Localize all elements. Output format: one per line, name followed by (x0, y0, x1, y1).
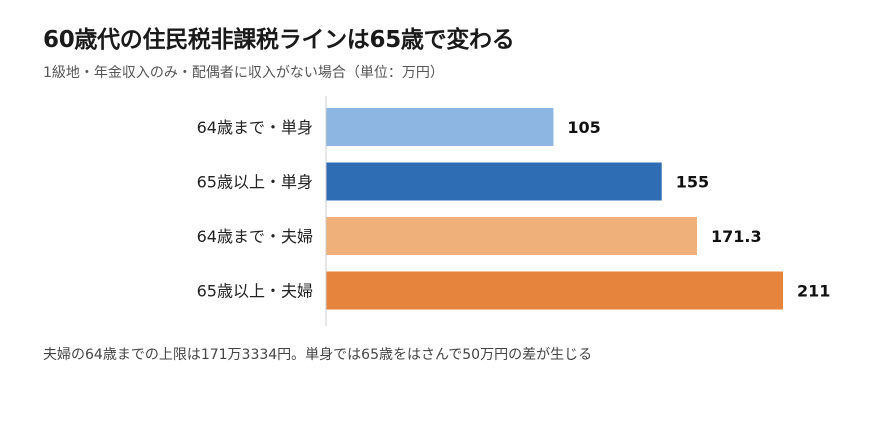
bar-2 (326, 162, 662, 201)
category-label-2: 65歳以上・単身 (197, 173, 313, 192)
value-label-3: 171.3 (711, 227, 762, 246)
chart-title: 60歳代の住民税非課税ラインは65歳で変わる (43, 27, 515, 53)
category-label-4: 65歳以上・夫婦 (197, 282, 313, 301)
category-label-3: 64歳まで・夫婦 (197, 227, 313, 246)
bar-4 (326, 271, 783, 310)
chart-subtitle: 1級地・年金収入のみ・配偶者に収入がない場合（単位：万円） (43, 65, 444, 81)
value-label-1: 105 (567, 118, 600, 137)
bar-3 (326, 217, 698, 255)
category-label-1: 64歳まで・単身 (197, 118, 313, 137)
bar-1 (326, 108, 554, 146)
value-label-2: 155 (676, 173, 709, 192)
value-label-4: 211 (797, 282, 830, 301)
chart-note: 夫婦の64歳までの上限は171万3334円。単身では65歳をはさんで50万円の差… (43, 347, 593, 363)
